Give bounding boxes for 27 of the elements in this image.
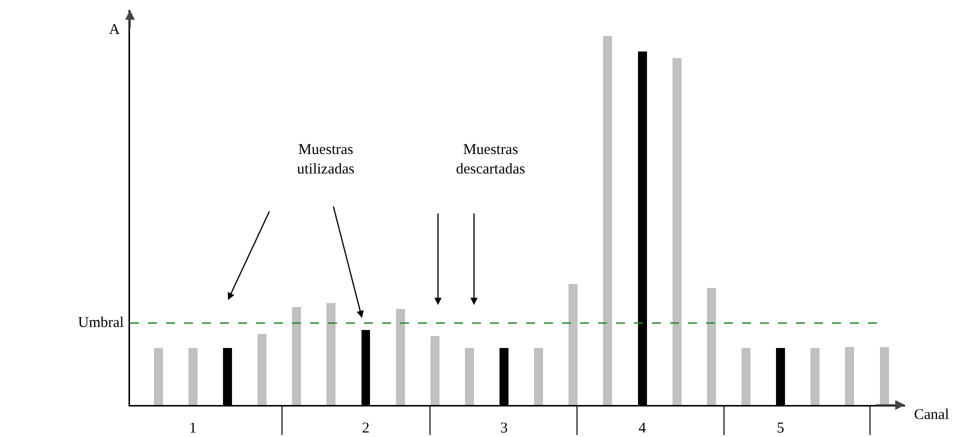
x-tick-label: 2 [362, 420, 370, 436]
bar [742, 348, 750, 405]
bar [845, 347, 854, 405]
bar [258, 334, 267, 405]
bar [464, 348, 474, 405]
bar [326, 303, 336, 405]
annotation: Muestras utilizadas [297, 142, 355, 178]
bar [880, 347, 889, 405]
bar [292, 306, 302, 405]
bar [568, 284, 578, 405]
bar [396, 309, 405, 405]
bar [534, 348, 544, 405]
y-axis-title: A [109, 22, 120, 38]
x-tick-label: 5 [776, 420, 784, 436]
bar [430, 336, 440, 405]
annotation: Muestras descartadas [456, 142, 526, 178]
ref-line-label: Umbral [78, 315, 124, 331]
bar [672, 58, 682, 405]
x-tick-label: 3 [500, 420, 508, 436]
bar [154, 348, 163, 405]
bar [810, 348, 820, 405]
bar [603, 36, 612, 405]
bar [706, 288, 716, 405]
x-axis-title: Canal [914, 407, 949, 423]
x-tick-label: 4 [638, 420, 647, 436]
bar [188, 348, 198, 405]
x-tick-label: 1 [189, 420, 197, 436]
